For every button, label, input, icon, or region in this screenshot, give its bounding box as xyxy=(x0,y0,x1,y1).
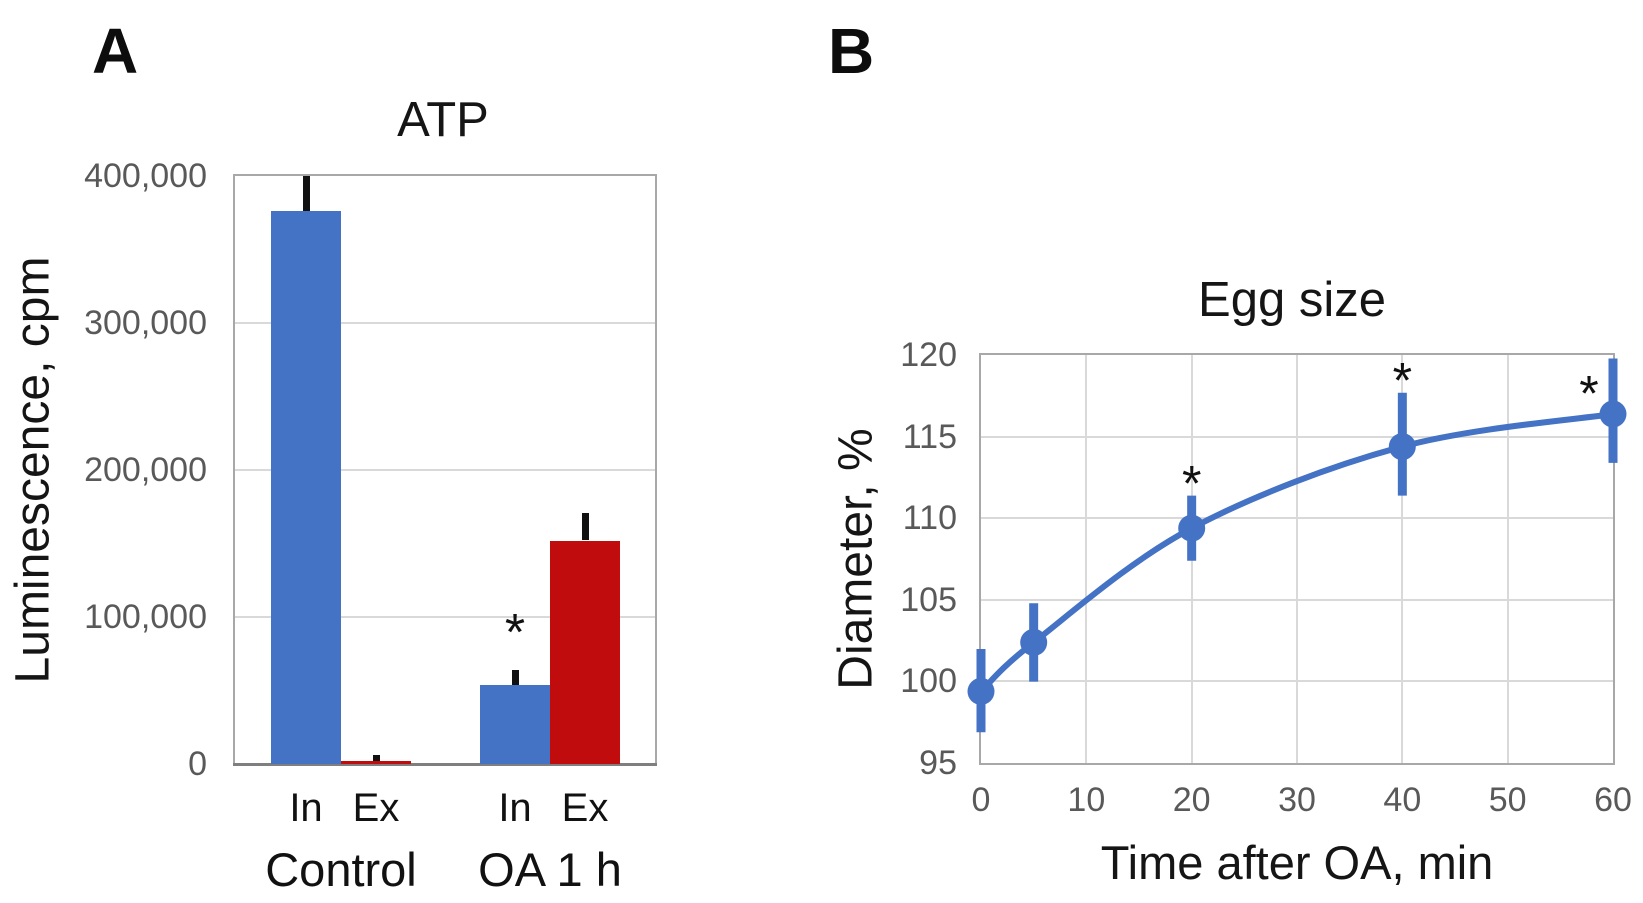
panel-a-y-tick: 200,000 xyxy=(84,451,207,489)
panel-b-x-tick: 10 xyxy=(1067,781,1106,819)
panel-a-group-label: OA 1 h xyxy=(478,843,622,896)
panel-b-y-tick: 95 xyxy=(919,744,957,782)
panel-b-x-tick: 50 xyxy=(1488,781,1527,819)
egg-size-curve xyxy=(978,411,1616,695)
error-bar xyxy=(373,755,380,762)
panel-b-gridline xyxy=(1401,355,1404,763)
panel-a-y-axis-label: Luminescence, cpm xyxy=(6,256,60,684)
data-point-marker xyxy=(1020,628,1048,656)
panel-b-x-tick: 0 xyxy=(971,781,991,819)
panel-b-x-axis-label: Time after OA, min xyxy=(1100,836,1494,889)
panel-b-gridline xyxy=(1296,355,1298,763)
panel-b-y-tick: 120 xyxy=(900,336,957,374)
data-point-marker xyxy=(1178,514,1206,542)
egg-size-line-series: * * * xyxy=(967,353,1627,733)
error-bar xyxy=(582,512,589,541)
panel-b-y-tick: 100 xyxy=(900,662,957,701)
panel-b-title: Egg size xyxy=(1198,273,1386,327)
panel-a-gridline xyxy=(235,616,655,618)
panel-a-category-label: Ex xyxy=(561,786,609,830)
panel-a-gridline xyxy=(235,322,655,324)
panel-b-x-tick: 60 xyxy=(1594,781,1632,819)
panel-b-y-tick: 110 xyxy=(902,499,957,538)
panel-b-y-axis-label: Diameter, % xyxy=(829,428,883,690)
panel-a-plot-area: * xyxy=(233,174,657,766)
bar-control-ex xyxy=(341,761,411,764)
panel-b-gridline xyxy=(1085,355,1088,763)
panel-a-y-tick: 0 xyxy=(188,745,207,783)
panel-a-category-label: In xyxy=(289,786,323,830)
panel-a-x-axis-line xyxy=(233,763,657,766)
panel-b-plot-area xyxy=(979,353,1615,765)
data-point-marker xyxy=(1388,433,1416,461)
panel-b-letter: B xyxy=(828,15,876,87)
significance-asterisk: * xyxy=(1182,456,1201,512)
panel-a-category-label: In xyxy=(498,786,532,830)
bar-oa-1-h-in xyxy=(480,684,550,764)
panel-a-group-label: Control xyxy=(265,843,417,896)
panel-b-x-tick: 20 xyxy=(1172,781,1211,819)
data-point-marker xyxy=(1599,400,1627,428)
panel-a-y-tick: 100,000 xyxy=(84,598,207,636)
significance-asterisk: * xyxy=(1579,366,1598,422)
error-bar xyxy=(303,176,310,212)
significance-asterisk: * xyxy=(504,603,526,662)
panel-a-y-tick: 300,000 xyxy=(84,304,207,342)
panel-b-y-tick: 115 xyxy=(902,417,957,456)
significance-asterisk: * xyxy=(1393,353,1412,409)
panel-b-gridline xyxy=(1506,355,1509,763)
data-point-marker xyxy=(967,677,995,705)
panel-a-category-label: Ex xyxy=(352,786,400,830)
panel-a-y-tick: 400,000 xyxy=(84,157,207,195)
panel-b-x-tick: 30 xyxy=(1278,781,1316,819)
panel-a-title: ATP xyxy=(397,93,489,147)
bar-oa-1-h-ex xyxy=(550,540,620,764)
bar-control-in xyxy=(271,211,341,764)
panel-b-x-tick: 40 xyxy=(1383,781,1422,819)
panel-a-gridline xyxy=(235,469,655,471)
panel-b-y-tick: 105 xyxy=(900,580,957,619)
panel-a-letter: A xyxy=(92,15,140,87)
error-bar xyxy=(512,669,519,685)
